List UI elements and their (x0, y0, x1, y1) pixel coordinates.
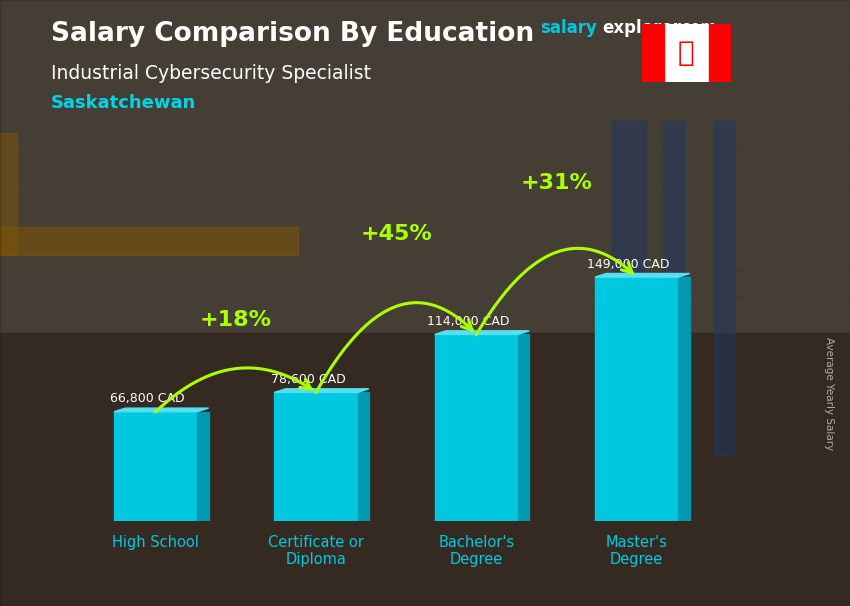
Text: Salary Comparison By Education: Salary Comparison By Education (51, 21, 534, 47)
Bar (612, 121, 646, 454)
Bar (0, 333, 850, 606)
Bar (275, 393, 358, 521)
Text: +18%: +18% (200, 310, 272, 330)
Bar (0, 133, 17, 255)
Text: +45%: +45% (360, 224, 432, 244)
Polygon shape (275, 389, 369, 393)
Text: Average Yearly Salary: Average Yearly Salary (824, 338, 834, 450)
Text: 🍁: 🍁 (678, 39, 694, 67)
Text: Saskatchewan: Saskatchewan (51, 94, 196, 112)
Bar (0, 0, 850, 333)
Text: 78,600 CAD: 78,600 CAD (270, 373, 345, 386)
Bar (663, 121, 684, 454)
Text: 114,000 CAD: 114,000 CAD (427, 315, 510, 328)
Text: salary: salary (540, 19, 597, 38)
Text: explorer: explorer (602, 19, 681, 38)
Bar (0, 227, 298, 255)
Bar (434, 335, 518, 521)
Text: +31%: +31% (520, 173, 592, 193)
Polygon shape (434, 331, 530, 335)
Text: 149,000 CAD: 149,000 CAD (587, 258, 670, 270)
Polygon shape (114, 408, 208, 411)
Bar (709, 24, 731, 82)
Bar (595, 277, 678, 521)
Polygon shape (518, 335, 530, 521)
Bar (714, 121, 735, 454)
Bar (642, 24, 664, 82)
Text: .com: .com (677, 19, 717, 38)
Polygon shape (678, 277, 689, 521)
Polygon shape (197, 411, 208, 521)
Polygon shape (358, 393, 369, 521)
Polygon shape (595, 273, 689, 277)
Text: Industrial Cybersecurity Specialist: Industrial Cybersecurity Specialist (51, 64, 371, 82)
Text: 66,800 CAD: 66,800 CAD (110, 392, 185, 405)
Bar (114, 411, 197, 521)
